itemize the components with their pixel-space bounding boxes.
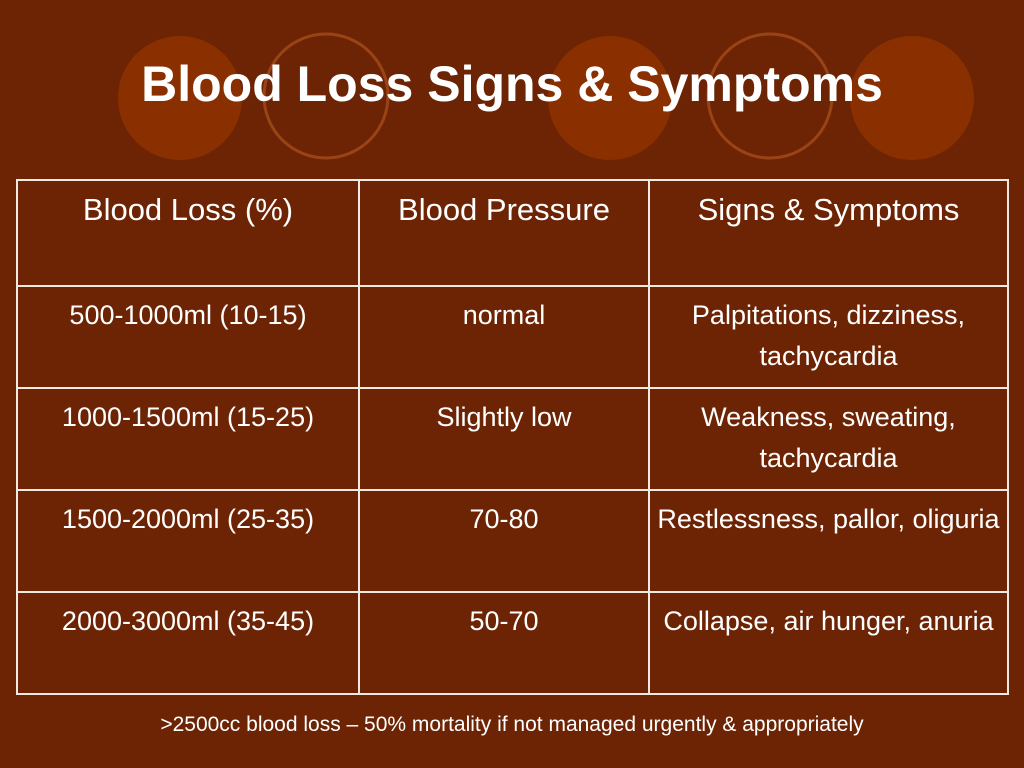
header-blood-loss: Blood Loss (%) [16,179,360,287]
cell-signs-symptoms: Restlessness, pallor, oliguria [648,489,1009,593]
cell-blood-loss: 500-1000ml (10-15) [16,285,360,389]
cell-signs-symptoms: Collapse, air hunger, anuria [648,591,1009,695]
decor-circle-filled-3 [850,36,974,160]
header-blood-pressure: Blood Pressure [358,179,650,287]
table-row: 1500-2000ml (25-35) 70-80 Restlessness, … [16,489,1009,593]
cell-blood-loss: 1000-1500ml (15-25) [16,387,360,491]
decor-circle-filled-1 [118,36,242,160]
cell-blood-loss: 1500-2000ml (25-35) [16,489,360,593]
cell-blood-pressure: Slightly low [358,387,650,491]
decor-circle-outline-1 [262,32,390,160]
table-row: 1000-1500ml (15-25) Slightly low Weaknes… [16,387,1009,491]
decor-circle-filled-2 [548,36,672,160]
mortality-footnote: >2500cc blood loss – 50% mortality if no… [160,713,864,736]
slide-title: Blood Loss Signs & Symptoms [141,56,883,112]
decorative-circles [118,32,974,160]
cell-blood-pressure: normal [358,285,650,389]
table-row: 2000-3000ml (35-45) 50-70 Collapse, air … [16,591,1009,695]
cell-blood-pressure: 50-70 [358,591,650,695]
cell-signs-symptoms: Weakness, sweating, tachycardia [648,387,1009,491]
cell-signs-symptoms: Palpitations, dizziness, tachycardia [648,285,1009,389]
header-signs-symptoms: Signs & Symptoms [648,179,1009,287]
table-row: 500-1000ml (10-15) normal Palpitations, … [16,285,1009,389]
table-header-row: Blood Loss (%) Blood Pressure Signs & Sy… [16,179,1009,287]
blood-loss-table: Blood Loss (%) Blood Pressure Signs & Sy… [16,179,1009,695]
cell-blood-pressure: 70-80 [358,489,650,593]
cell-blood-loss: 2000-3000ml (35-45) [16,591,360,695]
decor-circle-outline-2 [706,32,834,160]
